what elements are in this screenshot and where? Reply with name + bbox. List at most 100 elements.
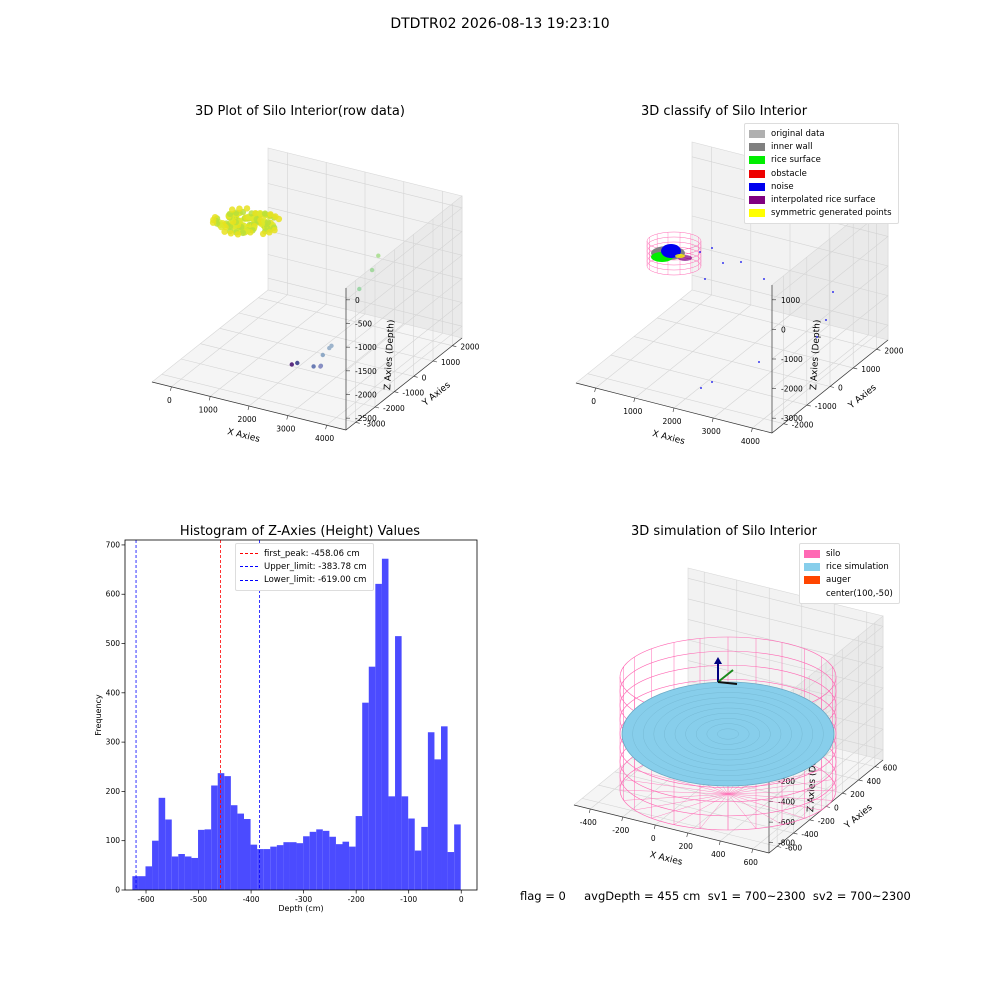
p3-bar [158,797,166,890]
p4-grid-x [655,731,770,826]
p1-point [271,227,278,234]
p2-y-tick-label: -2000 [792,421,814,430]
legend-item: interpolated rice surface [749,193,892,206]
p3-y-tick-label: 500 [106,639,121,648]
p1-point [264,220,272,228]
p4-y-tick [874,766,879,768]
p1-point [220,222,227,229]
legend-label: rice simulation [826,561,889,572]
legend-label: noise [771,181,794,192]
p1-point [236,205,243,212]
p1-point [249,222,257,229]
p2-grid-z [691,245,889,389]
legend-item: center(100,-50) [804,587,893,600]
p4-silo-spoke [727,761,805,795]
p3-bar [375,583,382,890]
p1-point [237,221,245,228]
p2-noise-point [832,291,834,293]
p3-bar [171,856,179,890]
p1-point [240,222,247,229]
p4-grid-z [687,598,884,741]
p4-z-tick-label: 0 [778,756,783,765]
p1-point [250,215,257,223]
p3-plot: -600 -500 -400 -300 -200 -100 0 0 100 200 300 400 50… [94,539,478,913]
p3-bars [132,558,461,890]
p3-y-tick-label: 0 [115,886,120,895]
simulation-legend: silo rice simulation auger center(100,-50) [799,543,900,605]
status-text: flag = 0 avgDepth = 455 cm sv1 = 700~230… [520,889,911,903]
p3-bar [244,819,251,890]
p1-grid-z [267,159,463,301]
p1-point [236,217,244,224]
p3-y-tick-label: 600 [106,590,121,599]
p1-point [245,213,252,220]
p1-point [329,343,334,348]
p2-noise-point [763,278,765,280]
p4-z-tick-label: -600 [778,818,795,827]
p4-rice-mesh-ring [717,728,739,740]
p1-point [232,218,239,226]
legend-item: obstacle [749,167,892,180]
p1-point [311,364,316,369]
p4-silo-spoke [651,761,729,795]
panel1-title: 3D Plot of Silo Interior(row data) [195,104,405,119]
p1-point [259,230,267,238]
p1-point [244,214,251,222]
p4-z-tick-label: -400 [778,798,795,807]
p4-silo-ring [619,679,837,760]
p3-bar [230,805,238,890]
p3-y-tick-label: 400 [106,688,121,697]
p3-bar [414,850,422,890]
p2-grid-x [713,324,830,419]
p1-point [261,219,268,226]
p4-y-tick-label: -400 [801,830,818,839]
p1-point [209,219,217,226]
p1-point [257,216,264,224]
p3-bar [329,836,336,890]
p2-x-tick-label: 0 [591,397,596,406]
p4-silo-ring [619,721,837,803]
p2-y-tick-label: 2000 [884,346,903,355]
p2-z-tick-label: -2000 [781,385,803,394]
p4-y-tick-label: 600 [883,764,898,773]
p4-y-tick-label: 200 [850,790,865,799]
p4-z-tick-label: -800 [778,839,795,848]
legend-label: interpolated rice surface [771,195,876,206]
p1-point [233,216,240,223]
p1-point [320,352,325,358]
p2-x-tick-label: 1000 [623,407,642,416]
p1-point [227,230,235,237]
p1-point [250,225,258,232]
p1-point [241,214,249,222]
p4-x-tick-label: -200 [612,826,629,835]
p1-point [263,222,271,229]
p4-x-tick [686,832,689,838]
p2-noise-point [722,262,724,264]
p1-point [222,223,229,231]
p2-grid-x [634,304,751,399]
legend-item: original data [749,127,892,140]
p1-point [243,205,251,212]
p1-point [237,227,245,235]
p4-grid-x [720,747,835,842]
p1-y-tick-label: 2000 [460,343,479,352]
p1-grid-y [180,358,376,408]
p4-silo-spoke [673,755,729,795]
p1-point [230,223,238,230]
p3-bar [198,829,205,890]
p1-point [295,360,300,366]
p2-silo-wireframe [646,231,702,251]
p4-grid-x [590,715,705,810]
p1-point [233,211,240,219]
p1-point [247,225,254,232]
p3-bar [454,824,461,890]
p2-silo-wireframe [646,246,702,266]
p1-axes-box: 01000200030004000-3000-2000-100001000200… [151,147,480,445]
p4-rice-mesh-ring [706,723,750,745]
p4-y-tick-label: 0 [834,804,839,813]
p4-rice-mesh-ring [664,702,792,766]
p3-x-axis-title: Depth (cm) [278,904,323,913]
p3-bar [211,785,218,890]
p4-y-axis-title: Y Axies [842,803,875,832]
p1-point [249,213,256,221]
